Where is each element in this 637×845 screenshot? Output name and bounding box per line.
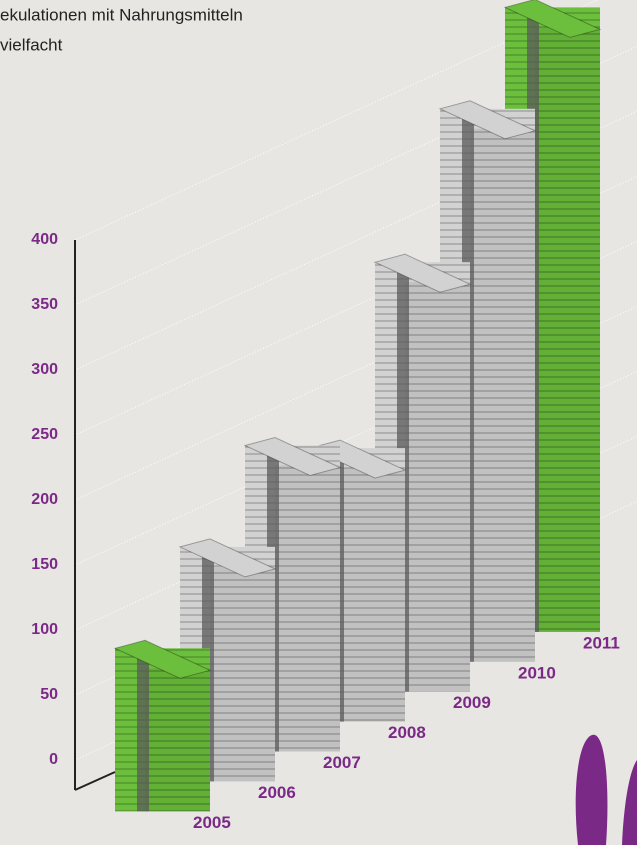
x-tick-label: 2008	[388, 723, 426, 742]
bar-shade	[210, 566, 275, 782]
bar-top	[438, 100, 537, 140]
floor-line	[74, 771, 116, 791]
labels: 0 50 100 150 200 250 300 350 400 2011 2010 2009 2008…	[31, 231, 620, 832]
grid-line	[74, 306, 637, 566]
bar-shade	[145, 668, 210, 812]
y-tick-label: 150	[31, 556, 58, 573]
stack	[373, 253, 472, 692]
x-tick-label: 2005	[193, 813, 231, 832]
y-tick-label: 50	[40, 686, 58, 703]
grid-line	[74, 176, 637, 436]
bar-top	[178, 538, 277, 578]
title-line: vielfacht	[0, 35, 63, 54]
x-tick-label: 2009	[453, 693, 491, 712]
y-tick-label: 0	[49, 751, 58, 768]
y-tick-label: 400	[31, 231, 58, 248]
decoration	[575, 734, 637, 845]
stacks	[113, 0, 602, 812]
grid-line	[74, 46, 637, 306]
bar-shade	[340, 468, 405, 722]
bar-texture	[115, 648, 210, 812]
bar-top	[113, 639, 212, 679]
y-tick-label: 250	[31, 426, 58, 443]
grid-line	[74, 111, 637, 371]
y-tick-label: 100	[31, 621, 58, 638]
y-tick-label: 350	[31, 296, 58, 313]
x-tick-label: 2011	[583, 633, 620, 652]
y-tick-label: 200	[31, 491, 58, 508]
x-tick-label: 2010	[518, 663, 556, 682]
title-line: ekulationen mit Nahrungsmitteln	[0, 5, 243, 24]
grid-line	[74, 241, 637, 501]
bar-top	[373, 253, 472, 293]
bar-top	[243, 436, 342, 477]
bar-shade	[275, 465, 340, 752]
grid-line	[74, 0, 598, 241]
stack	[113, 639, 212, 812]
bar-top	[503, 0, 602, 38]
bar-shade	[470, 128, 535, 662]
x-tick-label: 2007	[323, 753, 361, 772]
bar-shade	[535, 27, 600, 632]
x-tick-label: 2006	[258, 783, 296, 802]
band	[137, 648, 149, 812]
bar-shade	[405, 282, 470, 692]
y-tick-label: 300	[31, 361, 58, 378]
